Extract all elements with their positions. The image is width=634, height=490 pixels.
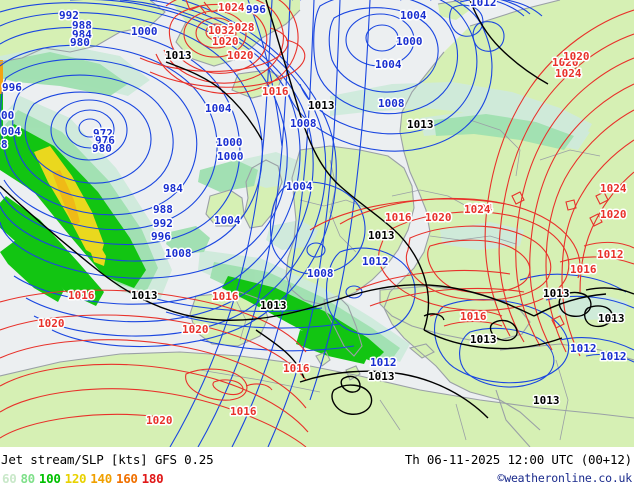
isobar-label: 1020 [425, 211, 452, 224]
isobar-label: 980 [92, 142, 112, 155]
isobar-label: 1024 [600, 182, 627, 195]
isobar-label: 1020 [38, 317, 65, 330]
legend-stop-140: 140 [90, 471, 112, 486]
isobar-label: 1000 [396, 35, 423, 48]
isobar-label: 996 [151, 230, 171, 243]
isobar-label: 1016 [262, 85, 289, 98]
legend-stop-100: 100 [38, 471, 61, 486]
legend-stop-160: 160 [115, 471, 138, 486]
isobar-label: 984 [72, 28, 92, 41]
legend-stop-80: 80 [20, 471, 35, 486]
isobars-low-layer [0, 0, 634, 447]
isobar-label: 1016 [68, 289, 95, 302]
isobar-1013-layer [0, 0, 634, 419]
isobar-label: 1016 [460, 310, 487, 323]
isobar-label: 1013 [260, 299, 287, 312]
isobar-label: 980 [70, 36, 90, 49]
isobar-label: 1032 [208, 24, 235, 37]
isobar-label: 992 [153, 217, 173, 230]
isobar-label: 976 [95, 134, 115, 147]
isobar-label: 1016 [212, 290, 239, 303]
isobar-label: 1016 [283, 362, 310, 375]
valid-time: Th 06-11-2025 12:00 UTC (00+12) [404, 452, 632, 467]
isobar-label: 1013 [165, 49, 192, 62]
chart-title: Jet stream/SLP [kts] GFS 0.25 [1, 452, 214, 467]
isobar-label: 1016 [570, 263, 597, 276]
isobar-label: 1012 [600, 350, 627, 363]
left-edge-accent [0, 60, 3, 94]
legend-stop-180: 180 [141, 471, 164, 486]
weather-map-svg[interactable]: 9969929889849801000100410121024102810321… [0, 0, 634, 447]
jet-band-140kts [52, 170, 80, 226]
isobar-label: 1028 [228, 21, 255, 34]
isobar-label: 1004 [214, 214, 241, 227]
isobar-label: 1012 [570, 342, 597, 355]
isobar-label: 1020 [212, 35, 239, 48]
isobar-label: 1012 [370, 356, 397, 369]
isobar-label: 1020 [563, 50, 590, 63]
isobar-label: 1008 [378, 97, 405, 110]
isobar-label: 1013 [533, 394, 560, 407]
isobar-label: 1008 [165, 247, 192, 260]
jet-speed-legend[interactable]: 60 80 100 120 140 160 180 [2, 471, 164, 486]
isobar-label: 992 [59, 9, 79, 22]
isobar-label: 1013 [407, 118, 434, 131]
isobar-label: 1004 [205, 102, 232, 115]
isobar-label: 1024 [555, 67, 582, 80]
isobar-label: 1020 [227, 49, 254, 62]
isobar-label: 1000 [131, 25, 158, 38]
isobar-label: 1013 [131, 289, 158, 302]
isobar-label: 1000 [217, 150, 244, 163]
isobar-label: 1012 [362, 255, 389, 268]
isobar-label: 988 [72, 19, 92, 32]
isobar-label: 00 [1, 109, 14, 122]
isobar-label: 1012 [470, 0, 497, 9]
isobar-label: 1016 [230, 405, 257, 418]
legend-stop-120: 120 [64, 471, 87, 486]
copyright-notice: ©weatheronline.co.uk [497, 471, 633, 485]
isobar-label: 1020 [182, 323, 209, 336]
isobar-label: 1013 [598, 312, 625, 325]
isobar-label: 1016 [385, 211, 412, 224]
isobar-label: 1024 [218, 1, 245, 14]
isobar-label: 004 [1, 125, 21, 138]
legend-stop-60: 60 [2, 471, 17, 486]
isobar-label: 1013 [308, 99, 335, 112]
isobar-label: 1013 [543, 287, 570, 300]
isobar-label-layer: 9969929889849801000100410121024102810321… [0, 0, 628, 429]
isobar-label: 1013 [368, 229, 395, 242]
isobar-label: 1000 [216, 136, 243, 149]
isobar-label: 1004 [400, 9, 427, 22]
isobar-label: 1008 [307, 267, 334, 280]
isobar-label: 1004 [375, 58, 402, 71]
isobar-label: 1004 [286, 180, 313, 193]
isobar-label: 1013 [470, 333, 497, 346]
isobar-label: 984 [163, 182, 183, 195]
isobar-label: 988 [153, 203, 173, 216]
isobar-label: 1013 [368, 370, 395, 383]
isobar-label: 1008 [290, 117, 317, 130]
isobar-label: 1024 [464, 203, 491, 216]
isobar-label: 1024 [466, 202, 493, 215]
isobar-label: 8 [1, 138, 8, 151]
isobar-label: 1020 [552, 56, 579, 69]
isobar-label: 1020 [600, 208, 627, 221]
isobar-label: 972 [93, 127, 113, 140]
isobar-label: 1020 [146, 414, 173, 427]
left-edge-accent-2 [0, 94, 3, 144]
coastline-layer [0, 0, 634, 447]
footer-bar: Jet stream/SLP [kts] GFS 0.25 Th 06-11-2… [0, 447, 634, 490]
isobar-label: 1012 [597, 248, 624, 261]
isobar-label: 996 [2, 81, 22, 94]
isobar-label: 996 [246, 3, 266, 16]
map-canvas[interactable]: 996 992 988 984 980 1000 1004 1012 1024 1028 1032 1… [0, 0, 634, 447]
